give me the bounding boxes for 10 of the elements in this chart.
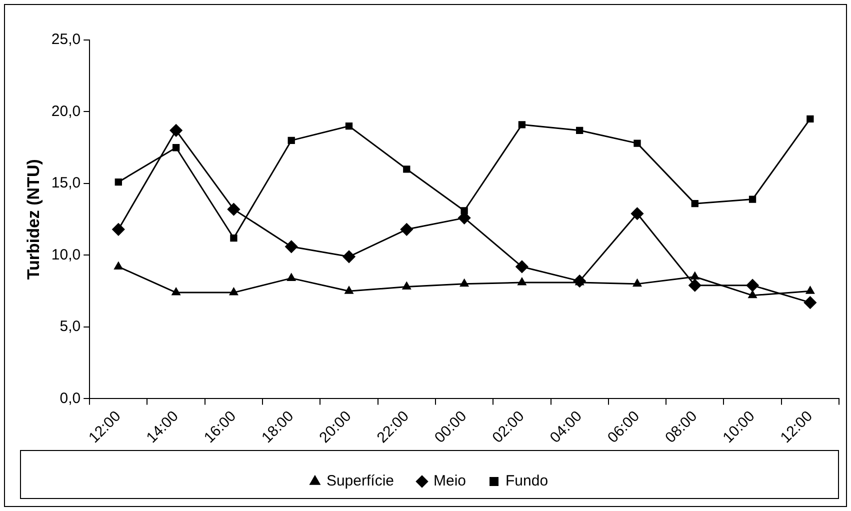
y-tick-label: 25,0 (51, 31, 81, 48)
legend-label: Superfície (326, 472, 394, 490)
y-tick-label: 20,0 (51, 102, 81, 120)
y-tick-label: 10,0 (51, 246, 81, 264)
y-tick-label: 0,0 (60, 390, 81, 407)
legend-label: Fundo (506, 472, 548, 490)
y-tick-label: 15,0 (51, 174, 81, 192)
legend-label: Meio (433, 472, 466, 490)
y-tick-label: 5,0 (60, 318, 81, 336)
y-axis-title: Turbidez (NTU) (24, 159, 43, 280)
